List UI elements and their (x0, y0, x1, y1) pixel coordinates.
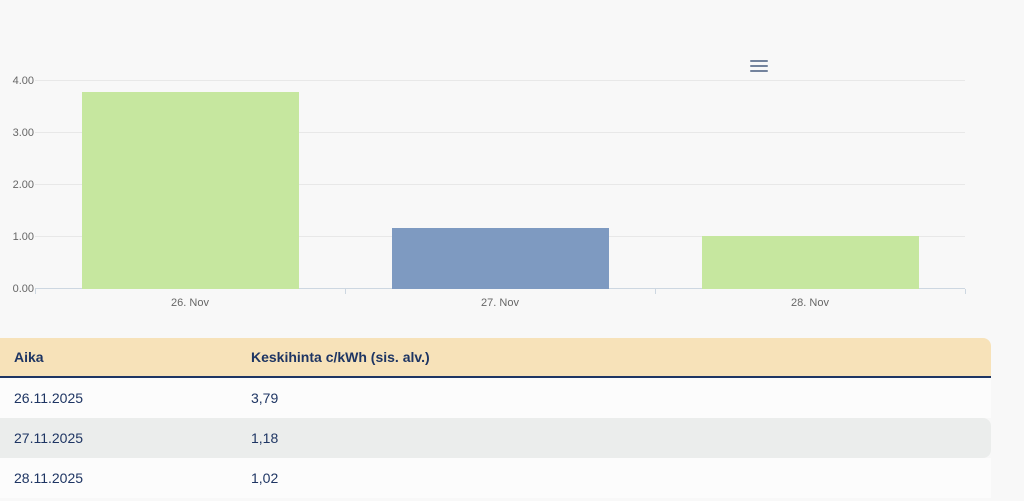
table-row: 28.11.2025 1,02 (0, 458, 991, 498)
cell-date: 26.11.2025 (14, 390, 84, 406)
cell-price: 1,18 (251, 430, 279, 446)
table-row: 26.11.2025 3,79 (0, 378, 991, 418)
gridline-4.00 (35, 80, 965, 81)
table-header-price: Keskihinta c/kWh (sis. alv.) (251, 349, 430, 365)
x-axis-tick (35, 289, 36, 294)
x-axis-label-26-nov: 26. Nov (171, 297, 209, 309)
x-axis-label-27-nov: 27. Nov (481, 297, 519, 309)
price-chart: 0.00 1.00 2.00 3.00 4.00 26. Nov 27. Nov 28. N… (12, 55, 966, 309)
bar-28-nov[interactable] (701, 235, 919, 289)
x-axis-label-28-nov: 28. Nov (791, 297, 829, 309)
gridline-2.00 (35, 184, 965, 185)
price-table: Aika Keskihinta c/kWh (sis. alv.) 26.11.… (0, 338, 991, 498)
table-body: 26.11.2025 3,79 27.11.2025 1,18 28.11.2025 1,… (0, 378, 991, 498)
x-axis-tick (345, 289, 346, 294)
y-axis-label-3.00: 3.00 (12, 127, 34, 139)
gridline-3.00 (35, 132, 965, 133)
cell-price: 3,79 (251, 390, 279, 406)
table-row: 27.11.2025 1,18 (0, 418, 991, 458)
y-axis-label-0.00: 0.00 (12, 283, 34, 295)
y-axis-label-4.00: 4.00 (12, 75, 34, 87)
y-axis-label-1.00: 1.00 (12, 231, 34, 243)
x-axis-tick (965, 289, 966, 294)
bar-26-nov[interactable] (81, 91, 299, 289)
x-axis-tick (655, 289, 656, 294)
table-header-aika: Aika (14, 349, 44, 365)
table-header-row: Aika Keskihinta c/kWh (sis. alv.) (0, 338, 991, 378)
cell-date: 28.11.2025 (14, 470, 84, 486)
cell-date: 27.11.2025 (14, 430, 84, 446)
chart-menu-button[interactable] (747, 55, 771, 77)
cell-price: 1,02 (251, 470, 279, 486)
y-axis-label-2.00: 2.00 (12, 179, 34, 191)
bar-27-nov[interactable] (391, 227, 609, 289)
